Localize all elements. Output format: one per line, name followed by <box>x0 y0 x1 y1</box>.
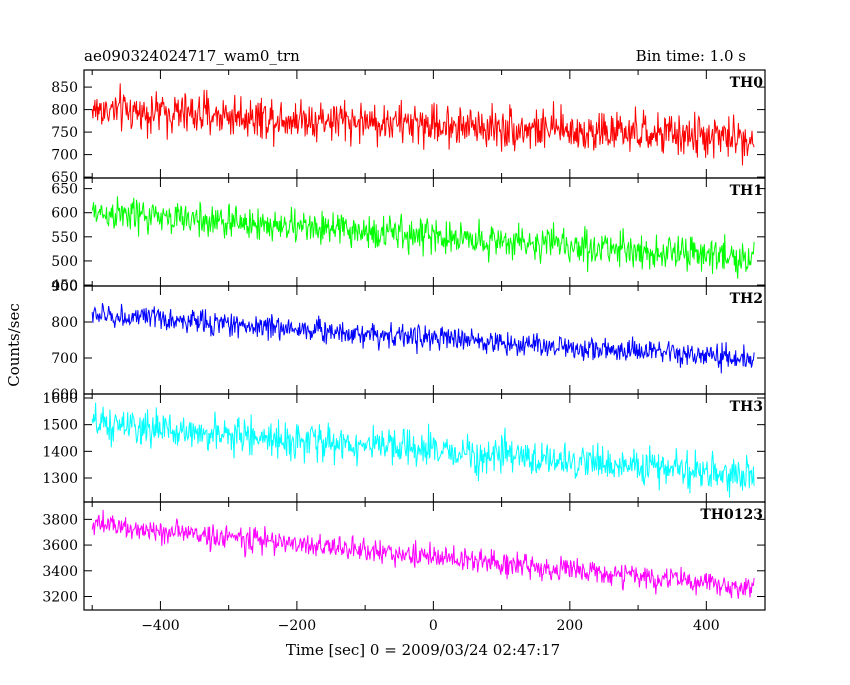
y-tick-label: 650 <box>51 182 78 198</box>
x-tick-label: 200 <box>556 618 583 634</box>
panel-label-th0: TH0 <box>730 75 764 91</box>
x-tick-label: −400 <box>141 618 179 634</box>
panel-label-th3: TH3 <box>730 399 763 415</box>
panel-th2: 600 700 800 900 TH2 <box>51 279 766 403</box>
y-tick-label: 1300 <box>42 471 78 487</box>
y-tick-label: 1500 <box>42 418 78 434</box>
panel-th3: 1300 1400 1500 1600 TH3 <box>42 391 766 503</box>
series-line-th1 <box>91 196 755 279</box>
y-tick-label: 3800 <box>42 512 78 528</box>
y-tick-label: 700 <box>51 351 78 367</box>
panel-frame <box>83 501 766 611</box>
y-tick-label: 900 <box>51 279 78 295</box>
y-tick-label: 800 <box>51 315 78 331</box>
y-tick-label: 3200 <box>42 590 78 606</box>
y-tick-label: 600 <box>51 206 78 222</box>
y-tick-label: 1600 <box>42 391 78 407</box>
y-tick-label: 550 <box>51 230 78 246</box>
series-line-th2 <box>91 302 755 374</box>
chart-title: ae090324024717_wam0_trn <box>84 47 300 65</box>
y-tick-label: 750 <box>51 125 78 141</box>
y-axis-title: Counts/sec <box>5 303 23 387</box>
panel-th0123: 3200 3400 3600 3800 TH0123 <box>42 501 766 611</box>
panel-label-th0123: TH0123 <box>700 507 763 523</box>
y-tick-label: 650 <box>51 170 78 186</box>
y-tick-label: 3400 <box>42 564 78 580</box>
x-tick-label: −200 <box>278 618 316 634</box>
y-tick-label: 700 <box>51 148 78 164</box>
x-axis-title: Time [sec] 0 = 2009/03/24 02:47:17 <box>286 641 560 659</box>
y-tick-label: 500 <box>51 254 78 270</box>
y-tick-label: 850 <box>51 80 78 96</box>
bin-time-label: Bin time: 1.0 s <box>636 47 746 65</box>
y-tick-label: 600 <box>51 387 78 403</box>
panel-label-th2: TH2 <box>730 291 763 307</box>
panel-th0: 650 700 750 800 850 TH0 <box>51 69 766 186</box>
y-tick-label: 450 <box>51 278 78 294</box>
y-tick-label: 800 <box>51 103 78 119</box>
panels-group: 650 700 750 800 850 TH0 450 500 550 600 650 TH1 600 7… <box>42 69 766 634</box>
x-tick-label: 400 <box>693 618 720 634</box>
series-line-th3 <box>91 402 755 498</box>
series-line-th0 <box>91 83 755 166</box>
x-tick-label: 0 <box>429 618 438 634</box>
panel-th1: 450 500 550 600 650 TH1 <box>51 177 766 294</box>
y-tick-label: 3600 <box>42 538 78 554</box>
panel-label-th1: TH1 <box>730 183 763 199</box>
y-tick-label: 1400 <box>42 444 78 460</box>
series-line-th0123 <box>91 509 755 599</box>
